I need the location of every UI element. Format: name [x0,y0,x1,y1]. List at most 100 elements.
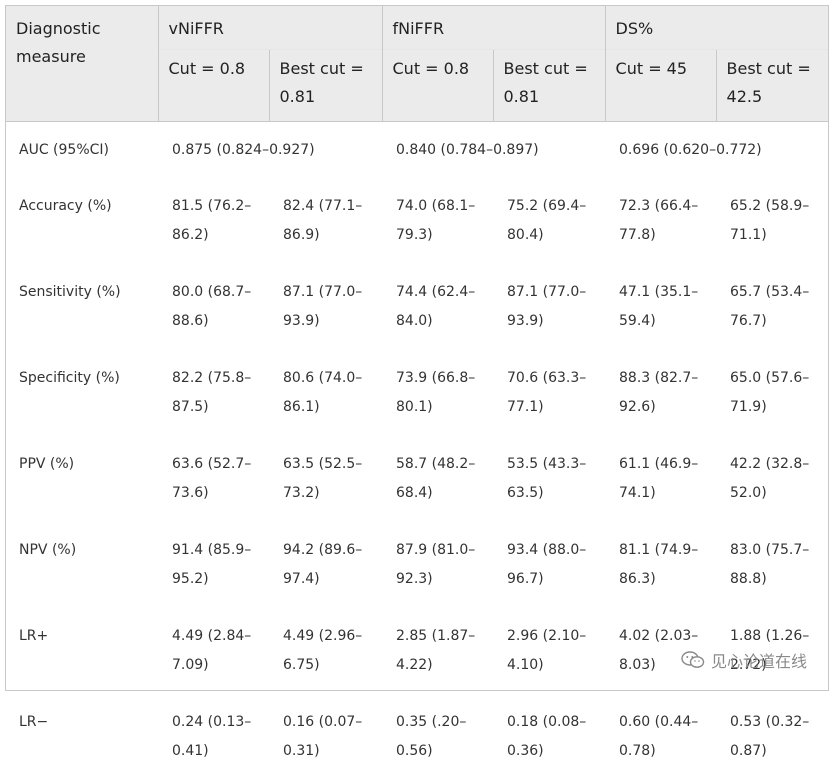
cell-line: 93.9) [507,307,605,336]
cell-line: 80.0 (68.7– [172,278,269,307]
cell-line: 53.5 (43.3– [507,450,605,479]
header-best-ds: Best cut = 42.5 [716,50,828,122]
header-best-vniffr-line2: 0.81 [280,83,372,111]
table-cell: 58.7 (48.2–68.4) [382,436,493,522]
cell-line: 82.4 (77.1– [283,192,382,221]
cell-line: 76.7) [730,307,828,336]
table-cell: 0.16 (0.07–0.31) [269,694,382,780]
cell-line: 75.2 (69.4– [507,192,605,221]
table-cell: 94.2 (89.6–97.4) [269,522,382,608]
cell-line: 1.88 (1.26– [730,622,828,651]
table-row: NPV (%)91.4 (85.9–95.2)94.2 (89.6–97.4)8… [6,522,828,608]
cell-line: 0.41) [172,737,269,766]
table-cell: 63.6 (52.7–73.6) [158,436,269,522]
cell-line: 4.02 (2.03– [619,622,716,651]
cell-line: 80.4) [507,221,605,250]
table-row-auc: AUC (95%CI) 0.875 (0.824–0.927) 0.840 (0… [6,122,828,179]
cell-line: 73.6) [172,479,269,508]
cell-line: 71.9) [730,393,828,422]
cell-line: 86.9) [283,221,382,250]
table-cell: 47.1 (35.1–59.4) [605,264,716,350]
table-cell: 70.6 (63.3–77.1) [493,350,605,436]
cell-line: 0.31) [283,737,382,766]
cell-line: 79.3) [396,221,493,250]
cell-line: 4.49 (2.84– [172,622,269,651]
header-best-fniffr: Best cut = 0.81 [493,50,605,122]
cell-line: 93.9) [283,307,382,336]
table-cell: 42.2 (32.8–52.0) [716,436,828,522]
table-cell: 0.24 (0.13–0.41) [158,694,269,780]
table-cell: 65.2 (58.9–71.1) [716,178,828,264]
table-row: PPV (%)63.6 (52.7–73.6)63.5 (52.5–73.2)5… [6,436,828,522]
table-cell: 93.4 (88.0–96.7) [493,522,605,608]
table-row: Sensitivity (%)80.0 (68.7–88.6)87.1 (77.… [6,264,828,350]
cell-line: 52.0) [730,479,828,508]
cell-line: 4.10) [507,651,605,680]
cell-line: 80.1) [396,393,493,422]
cell-line: 92.6) [619,393,716,422]
cell-line: 87.9 (81.0– [396,536,493,565]
cell-line: 65.2 (58.9– [730,192,828,221]
table-cell: 4.49 (2.84–7.09) [158,608,269,694]
cell-line: 83.0 (75.7– [730,536,828,565]
header-measure: Diagnostic measure [6,6,158,122]
table-cell: 72.3 (66.4–77.8) [605,178,716,264]
cell-line: 88.6) [172,307,269,336]
table-cell: 81.1 (74.9–86.3) [605,522,716,608]
cell-line: 71.1) [730,221,828,250]
table-cell: 65.7 (53.4–76.7) [716,264,828,350]
table-row: Specificity (%)82.2 (75.8–87.5)80.6 (74.… [6,350,828,436]
header-cut-ds: Cut = 45 [605,50,716,122]
cell-line: 4.49 (2.96– [283,622,382,651]
cell-line: 0.78) [619,737,716,766]
cell-line: 65.7 (53.4– [730,278,828,307]
wechat-icon [681,651,705,669]
header-group-fniffr: fNiFFR [382,6,605,50]
table-cell: 63.5 (52.5–73.2) [269,436,382,522]
cell-line: 0.53 (0.32– [730,708,828,737]
cell-line: 7.09) [172,651,269,680]
table-cell: 74.4 (62.4–84.0) [382,264,493,350]
table-cell: 83.0 (75.7–88.8) [716,522,828,608]
cell-line: 88.8) [730,565,828,594]
cell-line: 65.0 (57.6– [730,364,828,393]
cell-line: 59.4) [619,307,716,336]
table-cell: 0.35 (.20–0.56) [382,694,493,780]
table-cell: 0.53 (0.32–0.87) [716,694,828,780]
table-cell: 73.9 (66.8–80.1) [382,350,493,436]
table-cell: 87.9 (81.0–92.3) [382,522,493,608]
cell-line: 86.3) [619,565,716,594]
cell-line: 91.4 (85.9– [172,536,269,565]
row-label: LR+ [6,608,158,694]
cell-line: 0.36) [507,737,605,766]
cell-line: 96.7) [507,565,605,594]
table-cell: 81.5 (76.2–86.2) [158,178,269,264]
cell-line: 47.1 (35.1– [619,278,716,307]
header-best-fniffr-line2: 0.81 [504,83,595,111]
cell-line: 2.96 (2.10– [507,622,605,651]
cell-line: 87.1 (77.0– [283,278,382,307]
cell-line: 97.4) [283,565,382,594]
cell-line: 70.6 (63.3– [507,364,605,393]
cell-line: 74.4 (62.4– [396,278,493,307]
row-label: Accuracy (%) [6,178,158,264]
table-cell: 61.1 (46.9–74.1) [605,436,716,522]
cell-line: 81.5 (76.2– [172,192,269,221]
table-cell: 53.5 (43.3–63.5) [493,436,605,522]
cell-line: 84.0) [396,307,493,336]
cell-line: 0.35 (.20– [396,708,493,737]
cell-line: 42.2 (32.8– [730,450,828,479]
table-cell: 82.4 (77.1–86.9) [269,178,382,264]
table-cell: 65.0 (57.6–71.9) [716,350,828,436]
cell-line: 0.24 (0.13– [172,708,269,737]
cell-line: 0.60 (0.44– [619,708,716,737]
auc-vniffr: 0.875 (0.824–0.927) [158,122,382,179]
cell-line: 73.2) [283,479,382,508]
cell-line: 81.1 (74.9– [619,536,716,565]
table-cell: 87.1 (77.0–93.9) [493,264,605,350]
table-cell: 82.2 (75.8–87.5) [158,350,269,436]
table-row: LR−0.24 (0.13–0.41)0.16 (0.07–0.31)0.35 … [6,694,828,780]
header-cut-vniffr: Cut = 0.8 [158,50,269,122]
table-cell: 91.4 (85.9–95.2) [158,522,269,608]
header-best-ds-line2: 42.5 [727,83,819,111]
